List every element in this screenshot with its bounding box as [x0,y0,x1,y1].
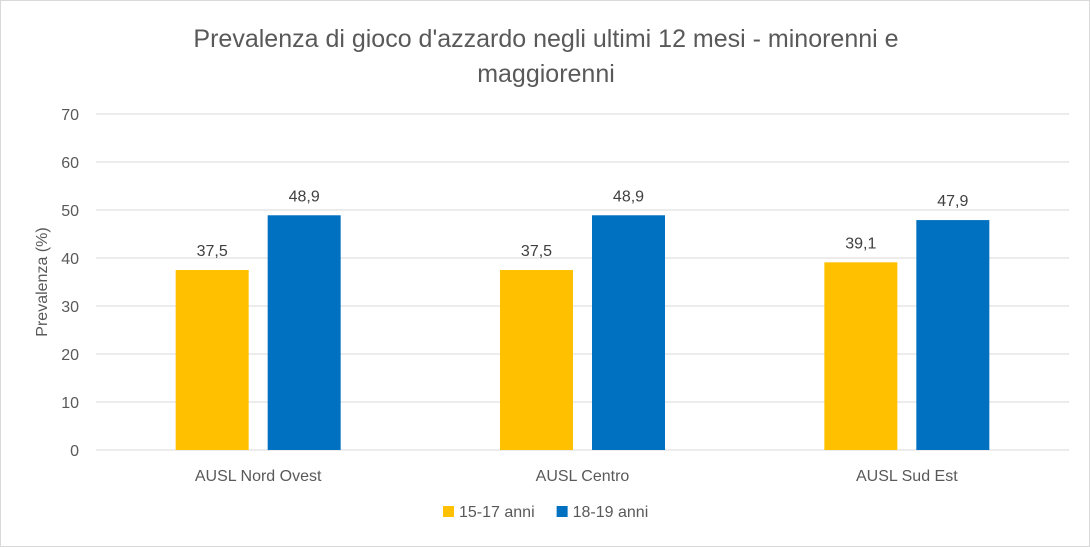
data-label-0-2: 39,1 [845,235,876,252]
bar-1-1 [592,215,665,450]
category-label-2: AUSL Sud Est [856,468,958,485]
bar-1-2 [916,220,990,450]
data-labels: 37,5 48,9 37,5 48,9 39,1 47,9 [197,188,969,260]
data-label-1-0: 48,9 [289,188,320,205]
chart-title-line-2: maggiorenni [477,60,615,88]
y-tick-label-30: 30 [61,299,79,316]
category-labels: AUSL Nord Ovest AUSL Centro AUSL Sud Est [195,468,958,485]
data-label-1-2: 47,9 [937,193,968,210]
chart-title-line-1: Prevalenza di gioco d'azzardo negli ulti… [193,25,898,53]
y-tick-label-10: 10 [61,395,79,412]
legend-swatch-1 [556,506,568,517]
legend-label-0: 15-17 anni [459,504,535,521]
y-tick-labels: 0 10 20 30 40 50 60 70 [61,107,79,460]
bars [175,215,990,450]
y-tick-label-40: 40 [61,251,79,268]
y-tick-label-0: 0 [70,443,79,460]
bar-0-1 [500,270,573,450]
legend-label-1: 18-19 anni [573,504,649,521]
y-axis-title: Prevalenza (%) [34,227,51,336]
bar-0-0 [175,270,249,450]
y-tick-label-60: 60 [61,155,79,172]
bar-0-2 [824,262,898,450]
category-label-1: AUSL Centro [536,468,630,485]
y-tick-label-50: 50 [61,203,79,220]
y-tick-label-20: 20 [61,347,79,364]
category-label-0: AUSL Nord Ovest [195,468,322,485]
data-label-0-0: 37,5 [197,243,228,260]
gridlines [96,113,1069,451]
y-tick-label-70: 70 [61,107,79,124]
legend-swatch-0 [443,506,454,517]
data-label-1-1: 48,9 [613,188,644,205]
legend: 15-17 anni 18-19 anni [443,504,648,521]
data-label-0-1: 37,5 [521,243,552,260]
bar-1-0 [267,215,341,450]
